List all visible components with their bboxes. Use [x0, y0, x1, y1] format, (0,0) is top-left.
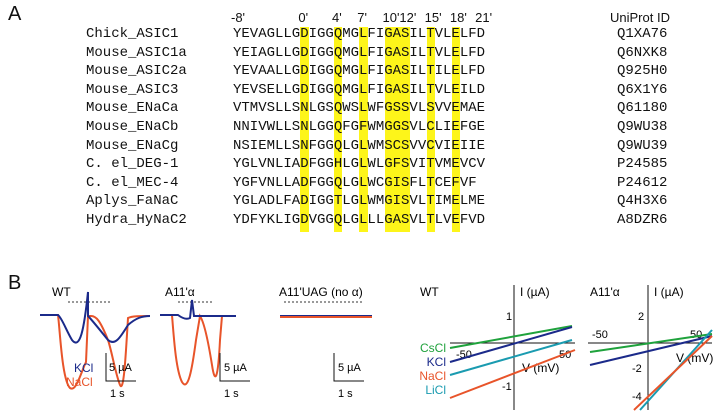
scale-current-a11uag: 5 µA [338, 362, 362, 374]
species-name: Hydra_HyNaC2 [86, 212, 187, 228]
sequence: YEVAGLLGDIGGQMGLFIGASILTVLELFD [233, 26, 486, 42]
trace-label-a11uag: A11'UAG (no α) [279, 285, 363, 299]
conserved-column [451, 27, 461, 232]
scale-bar [219, 353, 250, 382]
iv-legend-kcl: KCl [427, 355, 446, 369]
alignment-position-label: 12' [399, 10, 417, 25]
iv-y-tick: -1 [502, 381, 512, 393]
alignment-position-label: 21' [475, 10, 493, 25]
species-name: C. el_MEC-4 [86, 174, 179, 191]
uniprot-id: Q925H0 [617, 63, 668, 80]
sequence: YEIAGLLGDIGGQMGLFIGASILTVLELFD [233, 44, 486, 61]
iv-licl-line [449, 339, 573, 376]
iv-legend-licl: LiCl [425, 383, 446, 397]
uniprot-id: P24612 [617, 174, 668, 191]
uniprot-id: Q1XA76 [617, 26, 668, 42]
iv-x-label: V (mV) [522, 361, 559, 375]
sequence: YGLVNLIADFGGHLGLWLGFSVITVMEVCV [233, 156, 486, 173]
uniprot-header: UniProt ID [610, 10, 670, 25]
alignment-position-label: 18' [449, 10, 467, 25]
panel-b-label: B [8, 272, 22, 294]
species-name: C. el_DEG-1 [86, 156, 179, 173]
sequence: YEVSELLGDIGGQMGLFIGASILTVLEILD [233, 81, 486, 98]
scale-time-a11uag: 1 s [338, 388, 353, 400]
iv-y-label: I (µA) [654, 285, 684, 299]
uniprot-id: Q6X1Y6 [617, 81, 668, 98]
panel-a-label: A [8, 3, 22, 25]
uniprot-id: A8DZR6 [617, 212, 668, 228]
sequence: NSIEMLLSNFGGQLGLWMSCSVVCVIEIIE [233, 137, 486, 154]
iv-y-tick: 2 [638, 311, 644, 323]
sequence: YGFVNLLADFGGQLGLWCGISFLTCEFVF [233, 174, 477, 191]
sequence: YEVAALLGDIGGQMGLFIGASILTILELFD [233, 63, 486, 80]
scale-current-wt: 5 µA [109, 362, 133, 374]
sequence: NNIVWLLSNLGGQFGFWMGGSVLCLIEFGE [233, 119, 486, 135]
conserved-column [392, 27, 402, 232]
uniprot-id: Q61180 [617, 100, 668, 117]
conserved-column [300, 27, 309, 232]
conserved-column [401, 27, 410, 232]
species-name: Mouse_ENaCg [86, 137, 179, 154]
iv-legend-nacl: NaCl [419, 369, 446, 383]
trace-wt-kcl [40, 291, 151, 344]
trace-label-wt: WT [52, 285, 71, 299]
iv-cscl-line [589, 333, 713, 353]
uniprot-id: P24585 [617, 156, 668, 173]
trace-a11a-nacl [160, 313, 236, 386]
scale-bar [105, 353, 136, 382]
species-name: Mouse_ASIC1a [86, 44, 187, 61]
iv-y-label: I (µA) [520, 285, 550, 299]
legend-kcl: KCl [74, 361, 93, 375]
iv-x-tick: -50 [592, 329, 608, 341]
alignment-position-label: 7' [357, 10, 368, 25]
scale-current-a11a: 5 µA [224, 362, 248, 374]
legend-nacl: NaCl [66, 375, 93, 389]
iv-nacl-line [449, 349, 576, 399]
sequence: YGLADLFADIGGTLGLWMGISVLTIMELME [233, 193, 486, 210]
alignment-position-label: 10' [382, 10, 400, 25]
alignment-position-label: 0' [298, 10, 309, 25]
species-name: Chick_ASIC1 [86, 26, 179, 42]
conserved-column [359, 27, 368, 232]
iv-label-wt: WT [420, 285, 439, 299]
trace-a11a-kcl [160, 299, 236, 320]
iv-label-a11a: A11'α [590, 285, 620, 299]
iv-nacl-line [633, 335, 713, 411]
species-name: Mouse_ASIC3 [86, 81, 179, 98]
iv-x-tick: -50 [456, 349, 472, 361]
iv-y-tick: -2 [632, 363, 642, 375]
uniprot-id: Q9WU38 [617, 119, 668, 135]
species-name: Aplys_FaNaC [86, 193, 179, 210]
trace-label-a11a: A11'α [165, 285, 195, 299]
uniprot-id: Q6NXK8 [617, 44, 668, 61]
scale-bar [333, 353, 364, 382]
species-name: Mouse_ENaCa [86, 100, 179, 117]
uniprot-id: Q9WU39 [617, 137, 668, 154]
trace-wt-nacl [40, 314, 151, 390]
uniprot-id: Q4H3X6 [617, 193, 668, 210]
scale-time-wt: 1 s [110, 388, 125, 400]
iv-x-tick: 50 [690, 329, 702, 341]
conserved-column [426, 27, 436, 232]
scale-time-a11a: 1 s [224, 388, 239, 400]
alignment-position-label: 15' [424, 10, 442, 25]
sequence: VTMVSLLSNLGSQWSLWFGSSVLSVVEMAE [233, 100, 486, 117]
species-name: Mouse_ENaCb [86, 119, 179, 135]
iv-y-tick: 1 [506, 311, 512, 323]
species-name: Mouse_ASIC2a [86, 63, 187, 80]
iv-legend-cscl: CsCl [420, 341, 446, 355]
iv-y-tick: -4 [632, 391, 642, 403]
iv-kcl-line [589, 335, 713, 366]
alignment-position-label: -8' [231, 10, 246, 25]
iv-kcl-line [449, 326, 573, 363]
iv-cscl-line [449, 325, 573, 349]
alignment-position-label: 4' [332, 10, 342, 25]
conserved-column [334, 27, 343, 232]
sequence: YDFYKLIGDVGGQLGLLLGASVLTLVEFVD [233, 212, 486, 228]
conserved-column [384, 27, 393, 232]
